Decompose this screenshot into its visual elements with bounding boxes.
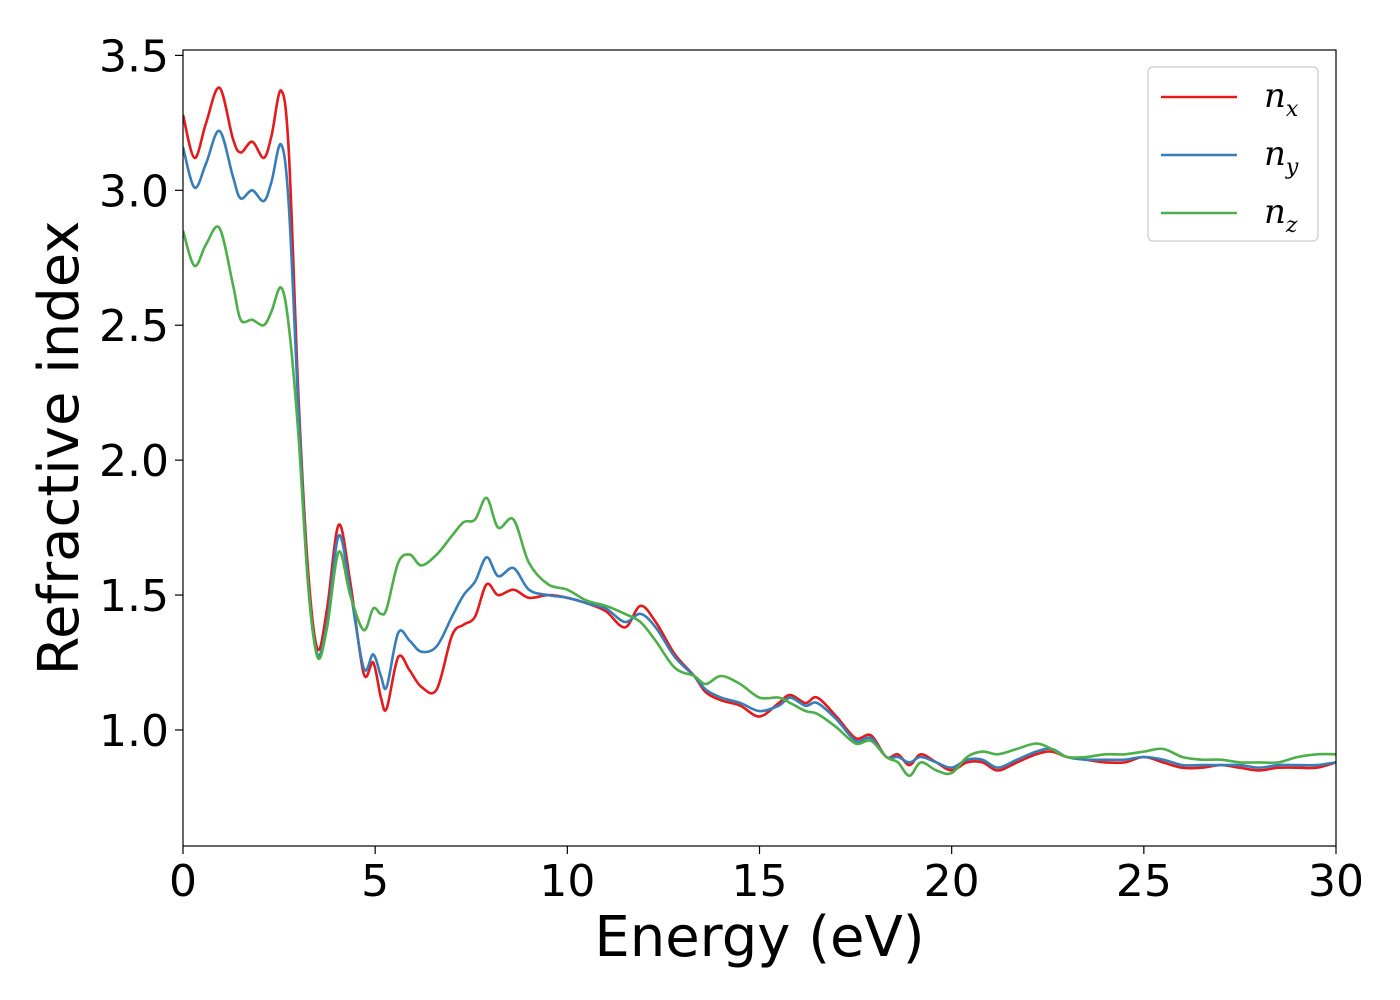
x-tick-label: 15 [732,856,788,907]
y-axis-title: Refractive index [27,221,92,676]
x-axis-ticks: 0 5 10 15 20 25 30 [169,846,1364,907]
y-tick-label: 2.5 [99,301,169,352]
x-tick-label: 0 [169,856,197,907]
y-tick-label: 3.0 [99,166,169,217]
legend-label-ny: ny [1264,134,1299,180]
x-axis-title: Energy (eV) [594,905,924,970]
y-axis-ticks: 1.0 1.5 2.0 2.5 3.0 3.5 [99,31,183,757]
legend-label-nx: nx [1264,76,1299,122]
legend-label-nz: nz [1264,192,1298,238]
plot-lines [183,86,1336,778]
y-tick-label: 2.0 [99,436,169,487]
y-tick-label: 1.5 [99,571,169,622]
x-tick-label: 20 [924,856,980,907]
y-tick-label: 1.0 [99,706,169,757]
y-tick-label: 3.5 [99,31,169,82]
legend: nx ny nz [1147,66,1319,242]
x-tick-label: 5 [361,856,389,907]
x-tick-label: 30 [1308,856,1364,907]
x-tick-label: 10 [539,856,595,907]
x-tick-label: 25 [1116,856,1172,907]
series-line-nz [183,225,1336,778]
